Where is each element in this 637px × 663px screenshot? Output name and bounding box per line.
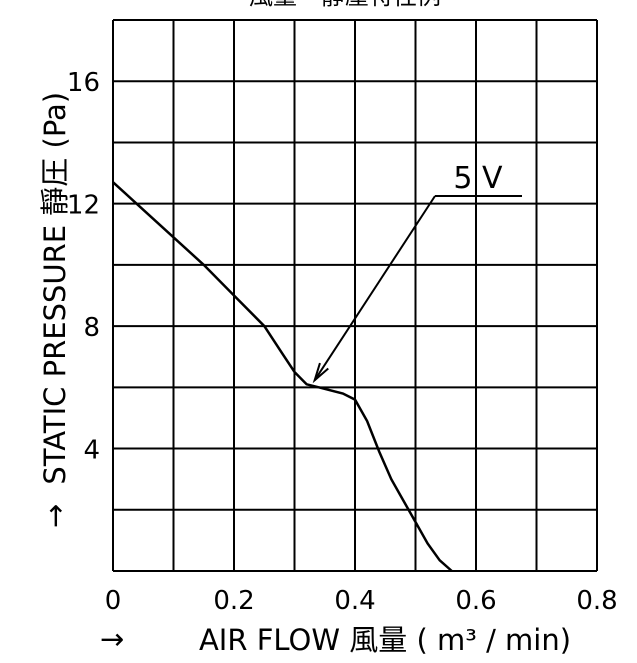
x-tick-label: 0.6 (455, 586, 496, 616)
x-tick-label: 0.8 (576, 586, 617, 616)
annotation-arrowhead (312, 362, 329, 384)
x-axis-arrow: → (100, 622, 124, 656)
x-tick-labels: 0 0.2 0.4 0.6 0.8 (105, 586, 618, 616)
curves (112, 181, 453, 572)
series-line (112, 181, 453, 572)
y-tick-labels: 4 8 12 16 (67, 68, 100, 465)
x-axis-label: AIR FLOW 風量 ( m³ ∕ min) (199, 623, 571, 657)
x-tick-label: 0.2 (213, 586, 254, 616)
y-axis-label: → STATIC PRESSURE 靜圧 (Pa) (38, 92, 72, 528)
annotation: 5 V (312, 161, 522, 384)
grid (112, 19, 598, 572)
annotation-label: 5 V (453, 161, 503, 196)
y-tick-label: 8 (83, 313, 100, 343)
y-axis-text: STATIC PRESSURE 靜圧 (Pa) (38, 92, 72, 485)
annotation-leader (313, 195, 436, 381)
y-tick-label: 12 (67, 191, 100, 221)
x-tick-label: 0.4 (334, 586, 375, 616)
x-tick-label: 0 (105, 586, 122, 616)
y-tick-label: 16 (67, 68, 100, 98)
y-axis-arrow: → (38, 504, 72, 528)
y-tick-label: 4 (83, 436, 100, 466)
chart-title: 風量－靜壓特性例 (249, 0, 441, 10)
y-axis-title: → STATIC PRESSURE 靜圧 (Pa) (38, 92, 72, 528)
x-axis-title: → AIR FLOW 風量 ( m³ ∕ min) (100, 622, 571, 657)
